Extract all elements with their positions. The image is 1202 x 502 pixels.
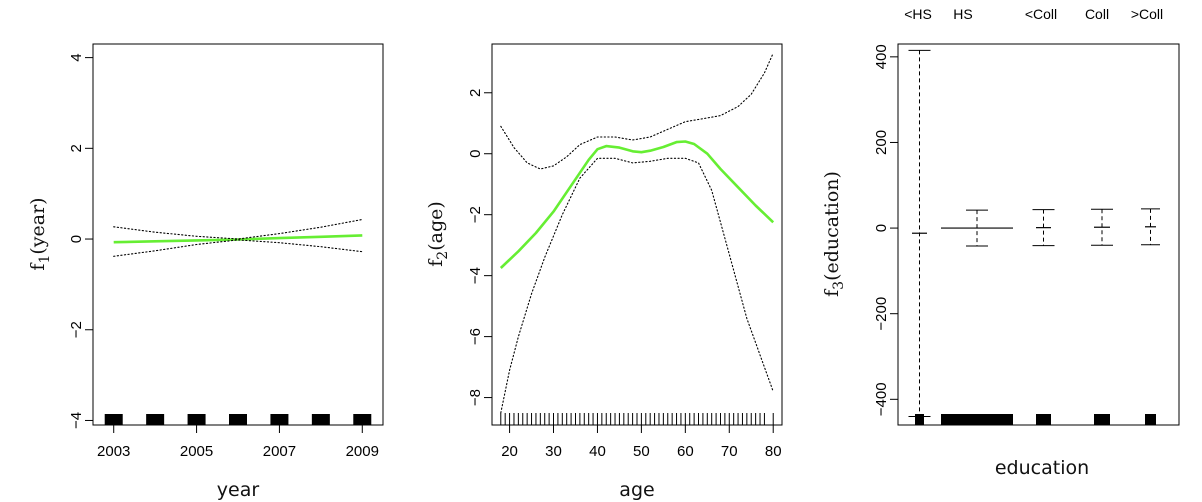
- panel-age-y-tick-label: −6: [467, 328, 484, 345]
- panel-education-category-labels: <HS HS <Coll Coll >Coll: [904, 6, 1163, 22]
- panel-education-y-tick-label: −400: [873, 382, 890, 416]
- panel-education-rug-mark: [941, 414, 1013, 425]
- panel-age-x-tick-label: 50: [633, 443, 650, 460]
- panel-age-plot-area: [499, 52, 775, 425]
- panel-education-category-label: HS: [953, 6, 972, 22]
- panel-year-lower-line: [113, 239, 363, 257]
- panel-year: −4 −2 0 2 4 2003 2005 2007 2009 year f1(year): [27, 43, 384, 501]
- panel-age-x-tick-label: 70: [721, 443, 738, 460]
- panel-age-y-axis-label: f2(age): [425, 201, 451, 267]
- panel-year-y-tick-label: −4: [68, 412, 85, 429]
- panel-year-rug-mark: [229, 414, 247, 425]
- panel-age-x-axis-label: age: [619, 479, 654, 501]
- panel-year-rug-mark: [270, 414, 289, 425]
- panel-year-x-tick-label: 2009: [346, 443, 379, 460]
- panel-year-y-axis-label: f1(year): [27, 197, 53, 270]
- panel-year-y-tick-label: 0: [68, 235, 85, 243]
- panel-year-upper-line: [113, 218, 363, 240]
- panel-year-axes: −4 −2 0 2 4 2003 2005 2007 2009: [68, 53, 379, 460]
- panel-age-upper-line: [500, 52, 774, 170]
- panel-year-rug-mark: [353, 414, 372, 425]
- panel-age-fit-line: [499, 140, 775, 269]
- panel-education-category-label: >Coll: [1131, 6, 1163, 22]
- panel-age-x-tick-label: 30: [545, 443, 562, 460]
- panel-year-x-tick-label: 2007: [263, 443, 296, 460]
- panel-education-y-tick-label: 0: [873, 224, 890, 232]
- panel-education-y-axis-label: f3(education): [821, 171, 847, 297]
- panel-age-y-tick-label: −8: [467, 389, 484, 406]
- panel-year-frame: [92, 43, 384, 426]
- panel-year-plot-area: [104, 218, 372, 425]
- panel-education-y-tick-label: −200: [873, 297, 890, 331]
- panel-education-x-axis-label: education: [995, 457, 1089, 479]
- panel-education-axes: −400 −200 0 200 400: [873, 44, 898, 416]
- panel-year-y-tick-label: 2: [68, 144, 85, 152]
- panel-age-axes: −8 −6 −4 −2 0 2 20 30 40 50 60 70 80: [467, 89, 782, 460]
- panel-age-y-tick-label: 2: [467, 89, 484, 97]
- panel-year-x-tick-label: 2003: [97, 443, 130, 460]
- panel-education-rug-mark: [1036, 414, 1051, 425]
- panel-year-rug-mark: [187, 414, 206, 425]
- panel-education-frame: [897, 43, 1180, 426]
- panel-education-category-label: <HS: [904, 6, 932, 22]
- panel-year-x-tick-label: 2005: [180, 443, 213, 460]
- panel-education-category-label: Coll: [1085, 6, 1109, 22]
- panel-year-rug-mark: [104, 414, 123, 425]
- panel-education-rug-mark: [915, 414, 924, 425]
- panel-education-y-tick-label: 400: [873, 44, 890, 69]
- panel-education-y-tick-label: 200: [873, 130, 890, 155]
- panel-age-y-tick-label: −4: [467, 267, 484, 284]
- panel-age-x-tick-label: 20: [501, 443, 518, 460]
- panel-age-y-tick-label: 0: [467, 150, 484, 158]
- panel-year-x-axis-label: year: [217, 479, 260, 501]
- panel-age-x-tick-label: 80: [765, 443, 782, 460]
- panel-education-rug-mark: [1094, 414, 1110, 425]
- panel-education: −400 −200 0 200 400 <HS HS <Coll Coll >Coll educ…: [821, 6, 1180, 479]
- panel-year-y-tick-label: 4: [68, 53, 85, 61]
- panel-age-lower-line: [500, 157, 774, 414]
- panel-year-rug-mark: [311, 414, 330, 425]
- panel-age: −8 −6 −4 −2 0 2 20 30 40 50 60 70 80 age f2(age): [425, 43, 783, 501]
- panel-age-x-tick-label: 60: [677, 443, 694, 460]
- panel-year-rug-mark: [146, 414, 165, 425]
- panel-year-y-tick-label: −2: [68, 321, 85, 338]
- panel-age-x-tick-label: 40: [589, 443, 606, 460]
- panel-age-y-tick-label: −2: [467, 206, 484, 223]
- panel-education-plot-area: [908, 49, 1160, 425]
- panel-year-fit-line: [113, 234, 363, 244]
- panel-education-rug-mark: [1145, 414, 1156, 425]
- panel-education-category-label: <Coll: [1025, 6, 1057, 22]
